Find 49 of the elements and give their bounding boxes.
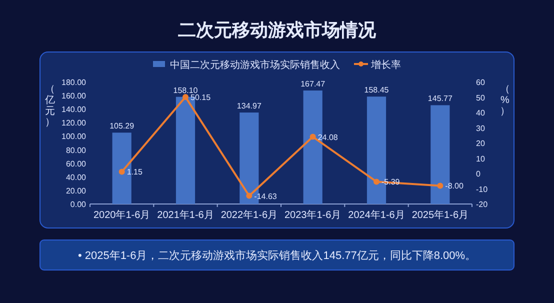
data-label: 167.47 [300, 79, 326, 88]
point [437, 182, 444, 189]
y2-tick-label: 10 [476, 154, 486, 164]
y-axis-title: （亿元） [44, 84, 55, 128]
y-tick-label: 60.00 [66, 159, 87, 168]
y-tick-label: 180.00 [62, 78, 87, 87]
y-tick-label: 0.00 [70, 200, 87, 209]
point [246, 192, 252, 199]
y-tick-label: 20.00 [66, 186, 87, 196]
data-label: 158.45 [364, 86, 390, 95]
y2-tick-label: 50 [476, 93, 486, 102]
y-tick-label: 40.00 [66, 172, 87, 182]
data-label: 50.15 [190, 93, 212, 102]
y-tick-label: 160.00 [62, 92, 87, 101]
x-tick-label: 2025年1-6月 [412, 209, 469, 221]
y2-tick-label: 60 [476, 78, 486, 87]
y-tick-label: 80.00 [66, 146, 87, 155]
data-label: 158.10 [173, 86, 198, 95]
point [310, 134, 316, 140]
point [182, 94, 188, 100]
y2-tick-label: 0 [476, 170, 481, 178]
text: • 2025年1-6月，二次元移动游戏市场实际销售收入145.77亿元，同比下降8.00%。 [78, 249, 476, 262]
point [374, 178, 380, 185]
y2-tick-label: -20 [476, 200, 488, 209]
y2-tick-label: 30 [476, 124, 486, 133]
x-tick-label: 2020年1-6月 [93, 209, 150, 221]
y-tick-label: 120.00 [62, 118, 87, 128]
x-tick-label: 2021年1-6月 [157, 209, 214, 221]
data-label: 145.77 [428, 94, 453, 104]
data-label: -5.39 [382, 178, 400, 187]
x-tick-label: 2023年1-6月 [284, 209, 342, 221]
point [118, 168, 125, 175]
y-tick-label: 100.00 [62, 132, 87, 142]
y2-tick-label: 40 [476, 108, 486, 118]
y2-tick-label: 20 [476, 139, 486, 148]
data-label: 134.97 [236, 102, 262, 111]
chart-title: 二次元移动游戏市场情况 [178, 20, 377, 40]
legend-label: 增长率 [370, 59, 401, 71]
data-label: -8.00 [445, 182, 464, 191]
x-tick-label: 2024年1-6月 [348, 209, 405, 221]
data-label: 24.08 [318, 132, 338, 142]
y2-tick-label: -10 [476, 184, 488, 194]
legend-label: 中国二次元移动游戏市场实际销售收入 [170, 59, 340, 71]
y-tick-label: 140.00 [62, 105, 87, 114]
x-tick-label: 2022年1-6月 [220, 209, 278, 221]
data-label: 105.29 [110, 122, 135, 131]
y2-axis-title: （%） [500, 84, 510, 117]
data-label: -14.63 [254, 192, 278, 201]
data-label: 1.15 [126, 168, 143, 177]
